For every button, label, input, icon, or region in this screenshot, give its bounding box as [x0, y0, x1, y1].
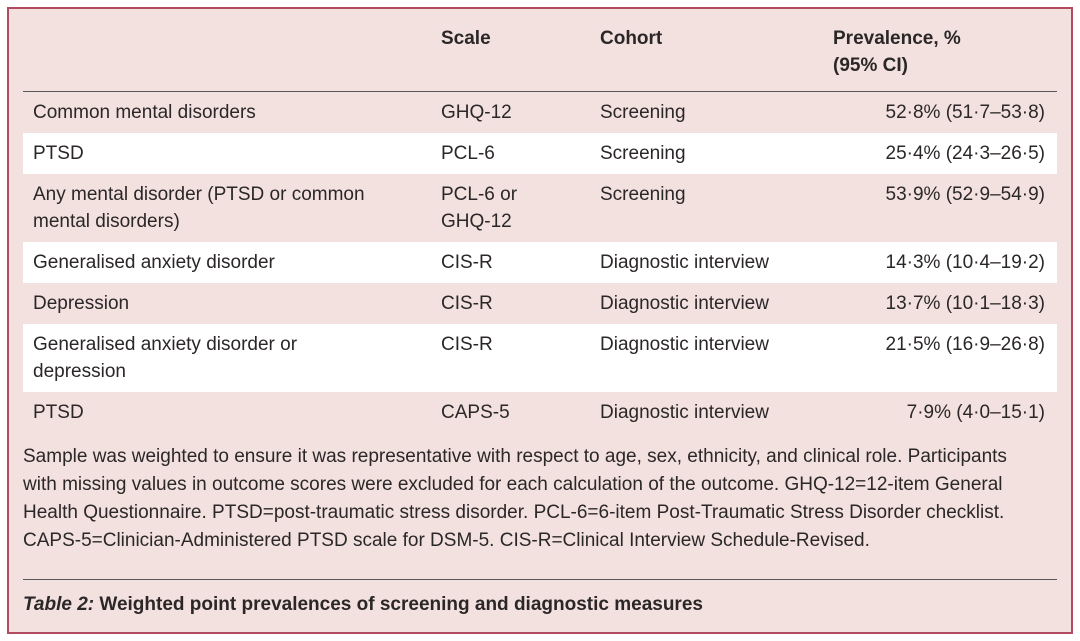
cell-cohort: Diagnostic interview	[600, 402, 769, 423]
cell-outcome: PTSD	[33, 143, 84, 164]
table-caption: Table 2: Weighted point prevalences of s…	[23, 580, 1057, 626]
cell-scale: PCL-6 or GHQ-12	[441, 184, 518, 232]
header-prevalence-line2: (95% CI)	[833, 55, 908, 76]
cell-scale: CAPS-5	[441, 402, 510, 423]
caption-label: Table 2:	[23, 594, 95, 615]
cell-outcome: Generalised anxiety disorder or depressi…	[33, 334, 298, 382]
table-row: PTSD CAPS-5 Diagnostic interview 7·9% (4…	[23, 392, 1057, 433]
cell-cohort: Screening	[600, 184, 686, 205]
cell-outcome: Common mental disorders	[33, 102, 256, 123]
table-row: Any mental disorder (PTSD or common ment…	[23, 174, 1057, 242]
cell-prevalence: 14·3% (10·4–19·2)	[885, 252, 1045, 273]
cell-prevalence: 13·7% (10·1–18·3)	[885, 293, 1045, 314]
cell-prevalence: 52·8% (51·7–53·8)	[885, 102, 1045, 123]
header-prevalence-line1: Prevalence, %	[833, 28, 961, 49]
cell-scale: PCL-6	[441, 143, 495, 164]
cell-prevalence: 21·5% (16·9–26·8)	[885, 334, 1045, 355]
table-row: Generalised anxiety disorder CIS-R Diagn…	[23, 242, 1057, 283]
cell-cohort: Diagnostic interview	[600, 293, 769, 314]
header-prevalence: Prevalence, % (95% CI)	[833, 25, 1057, 79]
cell-cohort: Screening	[600, 143, 686, 164]
cell-outcome: Generalised anxiety disorder	[33, 252, 275, 273]
cell-scale: CIS-R	[441, 334, 493, 355]
table-header-row: Scale Cohort Prevalence, % (95% CI)	[23, 9, 1057, 92]
cell-scale: CIS-R	[441, 293, 493, 314]
cell-outcome: Any mental disorder (PTSD or common ment…	[33, 184, 365, 232]
cell-prevalence: 7·9% (4·0–15·1)	[906, 402, 1045, 423]
header-cohort: Cohort	[600, 28, 663, 49]
cell-outcome: Depression	[33, 293, 130, 314]
table-row: Generalised anxiety disorder or depressi…	[23, 324, 1057, 392]
caption-title: Weighted point prevalences of screening …	[99, 594, 703, 615]
cell-cohort: Diagnostic interview	[600, 252, 769, 273]
cell-cohort: Screening	[600, 102, 686, 123]
table-row: PTSD PCL-6 Screening 25·4% (24·3–26·5)	[23, 133, 1057, 174]
table-row: Common mental disorders GHQ-12 Screening…	[23, 92, 1057, 133]
cell-outcome: PTSD	[33, 402, 84, 423]
cell-scale: GHQ-12	[441, 102, 512, 123]
cell-prevalence: 25·4% (24·3–26·5)	[885, 143, 1045, 164]
cell-cohort: Diagnostic interview	[600, 334, 769, 355]
table-footnote: Sample was weighted to ensure it was rep…	[23, 446, 1007, 551]
cell-scale: CIS-R	[441, 252, 493, 273]
table: Scale Cohort Prevalence, % (95% CI) Comm…	[23, 9, 1057, 626]
table-row: Depression CIS-R Diagnostic interview 13…	[23, 283, 1057, 324]
header-scale: Scale	[441, 28, 491, 49]
table-card: Scale Cohort Prevalence, % (95% CI) Comm…	[7, 7, 1073, 634]
caption-divider	[23, 579, 1057, 580]
cell-prevalence: 53·9% (52·9–54·9)	[885, 184, 1045, 205]
